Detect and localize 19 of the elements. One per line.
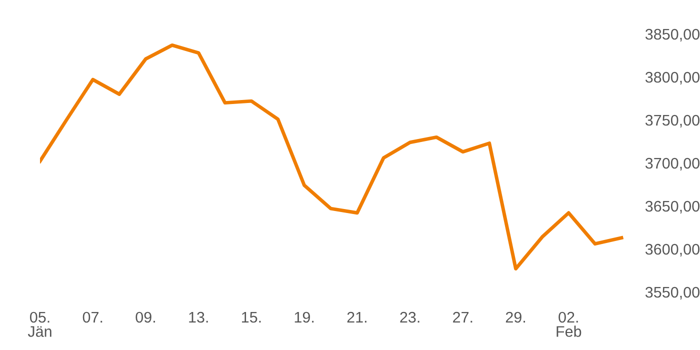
x-tick-label: 19.: [294, 312, 314, 323]
x-tick-label: 15.: [242, 312, 261, 323]
x-tick-label: 02. Feb: [556, 312, 582, 337]
x-tick-label: 07.: [82, 312, 102, 323]
x-tick-label: 21.: [347, 312, 366, 323]
y-tick-label: 3600,00: [645, 244, 700, 256]
x-tick-label: 13.: [189, 312, 208, 323]
y-tick-label: 3650,00: [645, 200, 700, 214]
y-tick-label: 3700,00: [645, 158, 700, 170]
x-tick-label: 29.: [506, 312, 525, 323]
y-tick-label: 3800,00: [645, 72, 700, 84]
x-tick-label: 05. Jän: [28, 312, 52, 337]
line-series: [40, 43, 624, 271]
y-tick-label: 3750,00: [645, 114, 700, 128]
y-tick-label: 3850,00: [645, 28, 700, 42]
x-tick-label: 27.: [453, 312, 472, 323]
x-tick-label: 09.: [136, 312, 155, 323]
y-tick-label: 3550,00: [645, 286, 700, 300]
x-tick-label: 23.: [400, 312, 420, 323]
